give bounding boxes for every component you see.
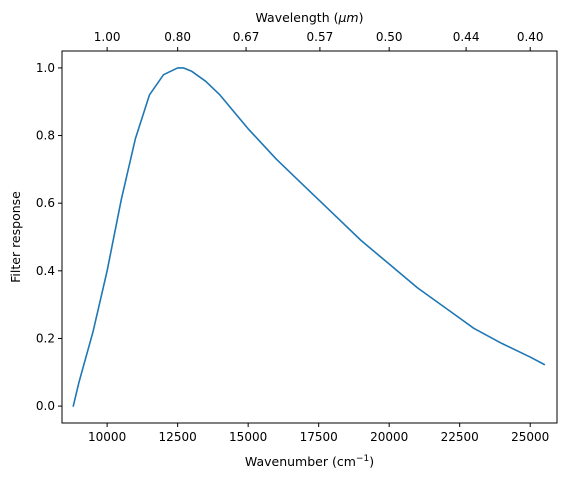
x-axis-label-superscript: −1	[356, 454, 369, 464]
y-tick-label: 0.0	[36, 399, 55, 413]
top-tick-label: 1.00	[94, 30, 121, 44]
y-tick-label: 0.4	[36, 264, 55, 278]
top-axis-label: Wavelength (μm)	[255, 10, 363, 25]
x-tick-label: 10000	[88, 430, 126, 444]
top-tick-label: 0.67	[233, 30, 260, 44]
y-tick-label: 0.2	[36, 331, 55, 345]
x-axis-ticks: 10000 12500 15000 17500 20000 22500 25000	[88, 423, 549, 444]
x-tick-label: 20000	[370, 430, 408, 444]
top-axis-ticks: 1.00 0.80 0.67 0.57 0.50 0.44 0.40	[94, 30, 544, 51]
x-tick-label: 25000	[511, 430, 549, 444]
y-tick-label: 0.6	[36, 196, 55, 210]
plot-area-background	[62, 51, 557, 423]
y-tick-label: 0.8	[36, 129, 55, 143]
series-line	[72, 67, 546, 407]
y-axis-label: Filter response	[8, 191, 23, 283]
x-tick-label: 17500	[300, 430, 338, 444]
plot-frame	[61, 50, 558, 424]
y-tick-label: 1.0	[36, 61, 55, 75]
top-tick-label: 0.50	[376, 30, 403, 44]
x-tick-label: 15000	[229, 430, 267, 444]
x-tick-label: 12500	[159, 430, 197, 444]
top-tick-label: 0.57	[307, 30, 334, 44]
top-tick-label: 0.44	[453, 30, 480, 44]
top-tick-label: 0.40	[517, 30, 544, 44]
top-axis-label-unit: μm	[337, 10, 358, 25]
y-axis-ticks: 0.0 0.2 0.4 0.6 0.8 1.0	[36, 61, 62, 413]
top-tick-label: 0.80	[164, 30, 191, 44]
x-axis-label: Wavenumber (cm−1)	[245, 454, 374, 469]
x-tick-label: 22500	[441, 430, 479, 444]
